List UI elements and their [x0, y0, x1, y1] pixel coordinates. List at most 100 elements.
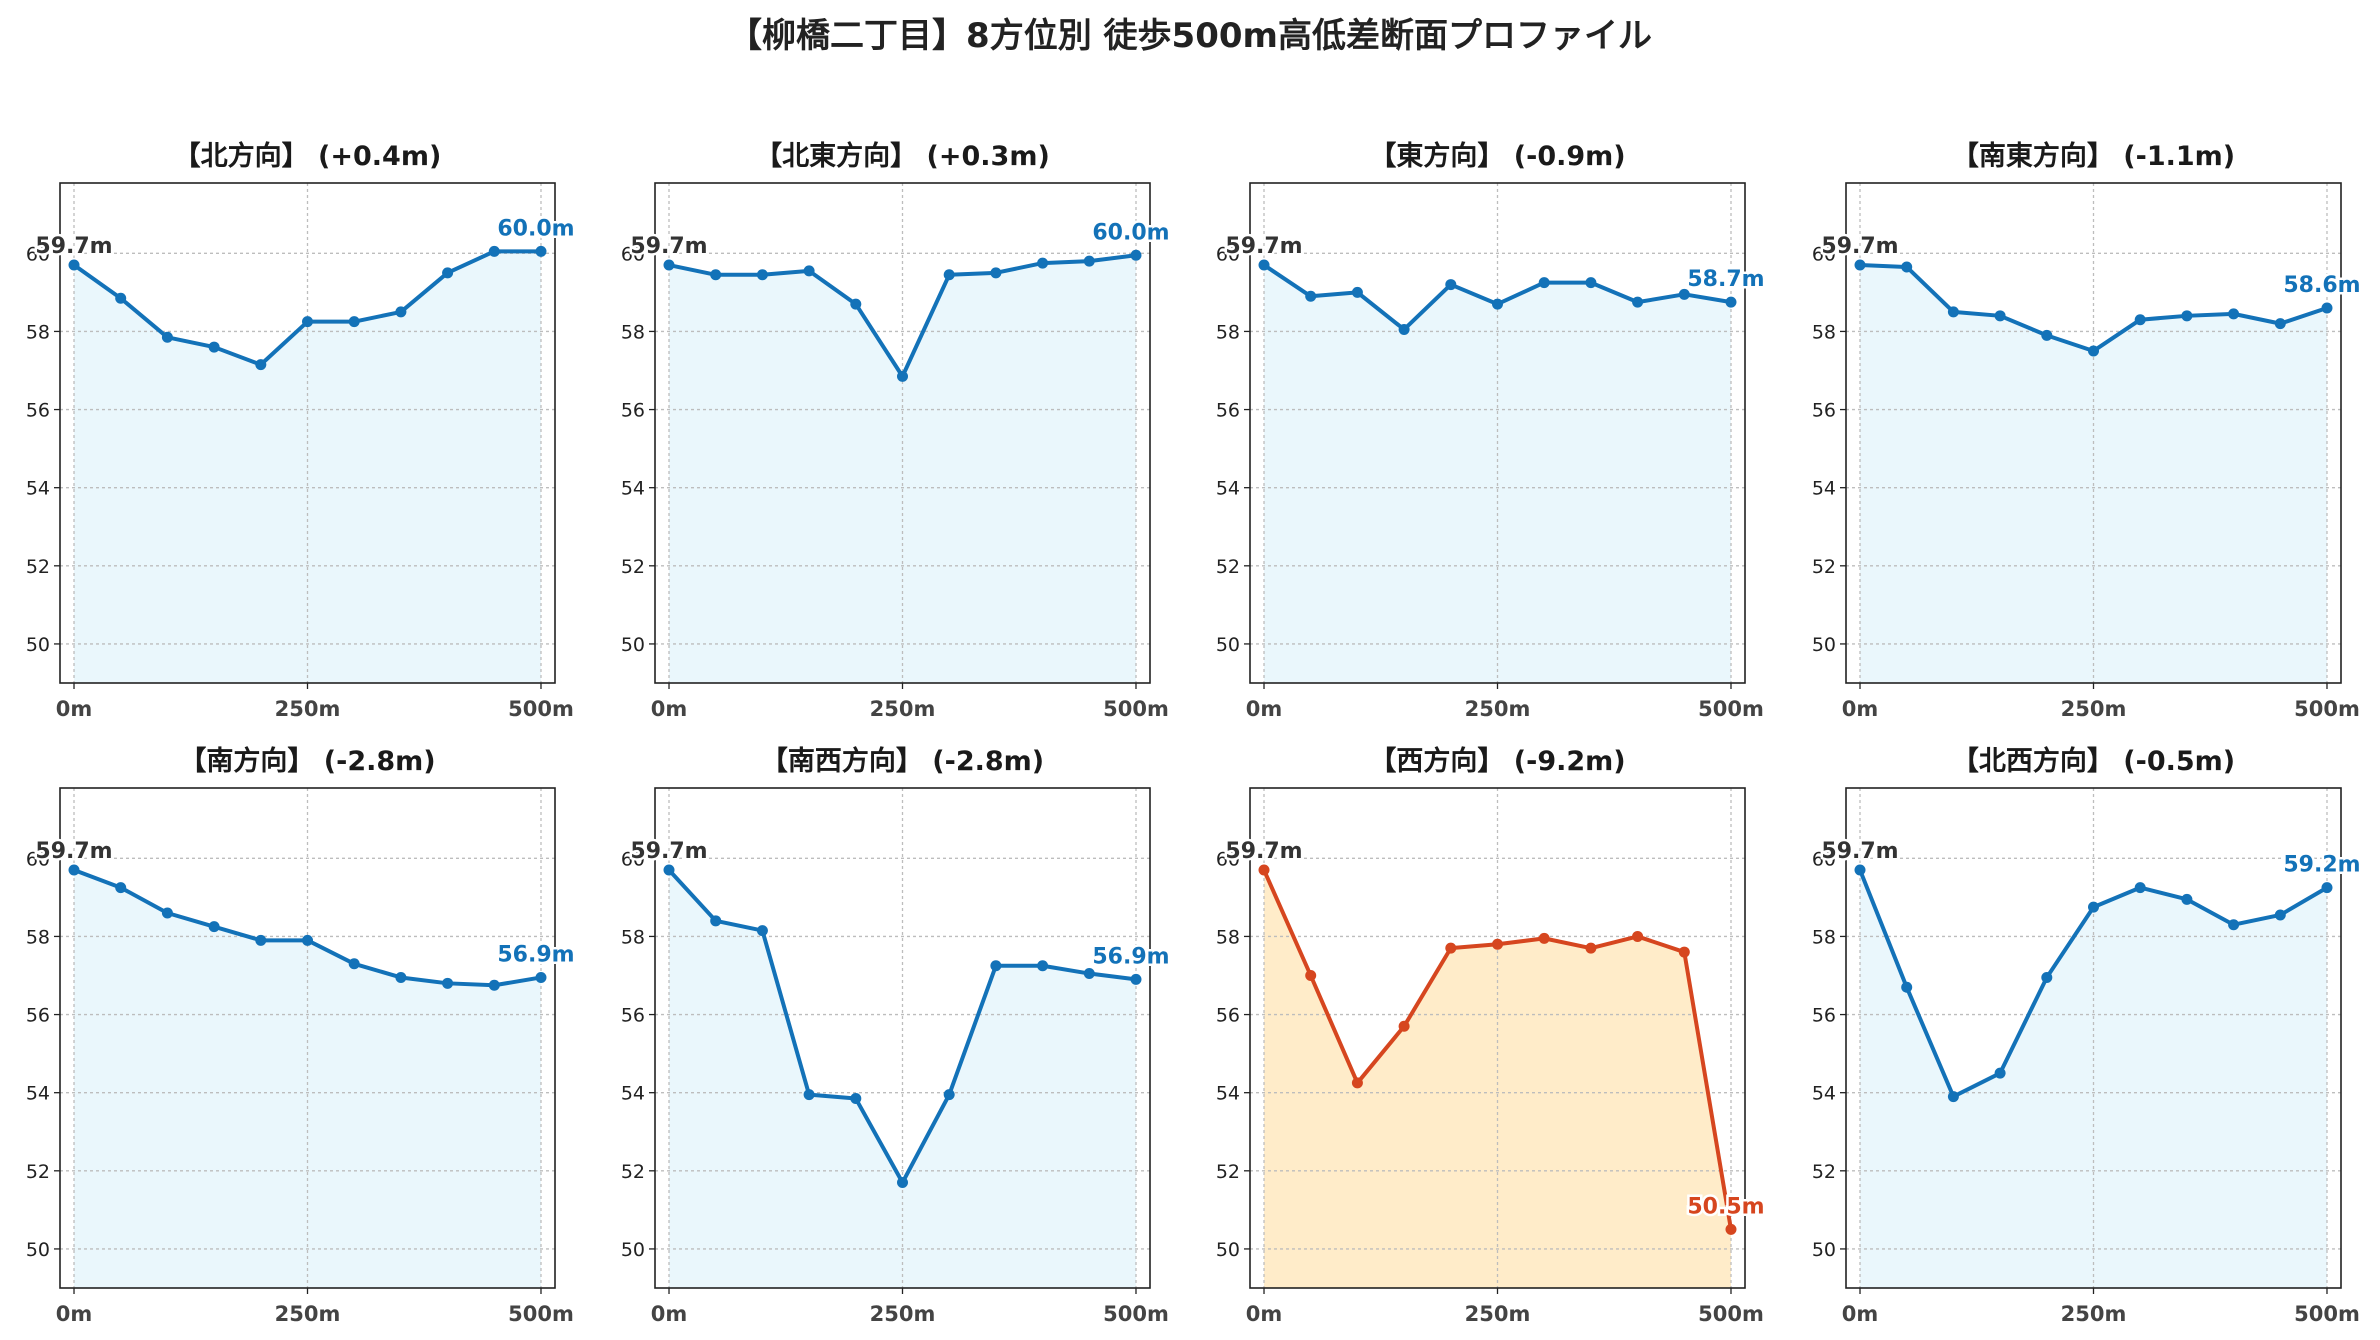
elevation-panel: 【南方向】 (-2.8m) 50 52 54 56 58 60 0m 250m 500m 59.7m… — [26, 745, 577, 1326]
elevation-point — [2041, 329, 2053, 341]
x-tick-label: 0m — [651, 1302, 688, 1326]
y-tick-label: 60 — [621, 243, 645, 265]
elevation-point — [1037, 257, 1049, 269]
elevation-point — [1398, 1020, 1410, 1032]
elevation-point — [535, 245, 547, 257]
elevation-point — [68, 864, 80, 876]
y-tick-label: 56 — [621, 1005, 645, 1027]
panel-title: 【南東方向】 (-1.1m) — [1952, 140, 2235, 172]
y-tick-label: 54 — [1216, 478, 1240, 500]
panel-title: 【南西方向】 (-2.8m) — [761, 745, 1044, 777]
y-tick-label: 56 — [1216, 1005, 1240, 1027]
elevation-fill-area — [1264, 870, 1731, 1288]
elevation-point — [850, 298, 862, 310]
end-elevation-label: 60.0m — [1092, 220, 1169, 245]
x-tick-label: 500m — [2294, 697, 2360, 721]
y-tick-label: 50 — [1216, 1239, 1240, 1261]
panel-title: 【北東方向】 (+0.3m) — [755, 140, 1050, 172]
x-tick-label: 250m — [2061, 1302, 2127, 1326]
y-tick-label: 52 — [1216, 556, 1240, 578]
y-tick-label: 58 — [621, 321, 645, 343]
y-tick-label: 54 — [26, 1083, 50, 1105]
elevation-point — [1445, 279, 1457, 291]
panel-title: 【南方向】 (-2.8m) — [179, 745, 435, 777]
elevation-point — [161, 331, 173, 343]
elevation-point — [2088, 345, 2099, 357]
elevation-fill-area — [1264, 265, 1731, 683]
y-tick-label: 60 — [1216, 243, 1240, 265]
x-tick-label: 0m — [56, 697, 93, 721]
elevation-point — [2274, 318, 2286, 330]
y-tick-label: 60 — [621, 848, 645, 870]
y-tick-label: 50 — [621, 1239, 645, 1261]
elevation-point — [1538, 932, 1550, 944]
elevation-point — [2181, 310, 2193, 322]
y-tick-label: 52 — [1216, 1161, 1240, 1183]
elevation-point — [850, 1093, 862, 1105]
elevation-point — [68, 259, 80, 271]
y-tick-label: 56 — [1812, 1005, 1836, 1027]
elevation-panel: 【東方向】 (-0.9m) 50 52 54 56 58 60 0m 250m 500m 59.7m… — [1216, 140, 1767, 721]
x-tick-label: 0m — [1842, 697, 1879, 721]
elevation-fill-area — [1860, 870, 2327, 1288]
panel-title: 【北西方向】 (-0.5m) — [1952, 745, 2235, 777]
y-tick-label: 56 — [621, 400, 645, 422]
panel-title: 【西方向】 (-9.2m) — [1369, 745, 1625, 777]
elevation-point — [2321, 302, 2333, 314]
elevation-point — [1083, 255, 1095, 267]
y-tick-label: 56 — [26, 400, 50, 422]
elevation-point — [1901, 981, 1913, 993]
elevation-point — [897, 1177, 908, 1189]
elevation-point — [990, 960, 1002, 972]
elevation-point — [943, 1089, 955, 1101]
y-tick-label: 58 — [1812, 321, 1836, 343]
elevation-fill-area — [669, 255, 1136, 683]
end-elevation-label: 56.9m — [497, 942, 574, 967]
elevation-point — [1947, 306, 1959, 318]
y-tick-label: 50 — [26, 1239, 50, 1261]
elevation-point — [1854, 259, 1866, 271]
x-tick-label: 500m — [1698, 697, 1764, 721]
y-tick-label: 52 — [621, 556, 645, 578]
elevation-point — [1854, 864, 1866, 876]
elevation-fill-area — [1860, 265, 2327, 683]
elevation-point — [208, 921, 220, 933]
elevation-point — [1445, 942, 1457, 954]
elevation-panel: 【北西方向】 (-0.5m) 50 52 54 56 58 60 0m 250m 500m 59.7… — [1812, 745, 2363, 1326]
x-tick-label: 250m — [275, 697, 341, 721]
panel-title: 【北方向】 (+0.4m) — [174, 140, 442, 172]
elevation-point — [1725, 1223, 1737, 1235]
x-tick-label: 500m — [1103, 697, 1169, 721]
end-elevation-label: 60.0m — [497, 216, 574, 241]
elevation-point — [897, 370, 908, 382]
elevation-point — [2228, 308, 2240, 320]
elevation-point — [710, 269, 722, 281]
elevation-panel: 【南東方向】 (-1.1m) 50 52 54 56 58 60 0m 250m 500m 59.7… — [1812, 140, 2363, 721]
y-tick-label: 58 — [1216, 321, 1240, 343]
elevation-point — [756, 269, 768, 281]
elevation-point — [1947, 1091, 1959, 1103]
elevation-point — [1994, 1067, 2006, 1079]
y-tick-label: 52 — [621, 1161, 645, 1183]
elevation-point — [943, 269, 955, 281]
y-tick-label: 60 — [1216, 848, 1240, 870]
elevation-point — [488, 245, 500, 257]
y-tick-label: 50 — [1216, 634, 1240, 656]
elevation-point — [1492, 298, 1503, 310]
y-tick-label: 52 — [1812, 1161, 1836, 1183]
chart-main-title: 【柳橋二丁目】8方位別 徒歩500m高低差断面プロファイル — [728, 16, 1652, 56]
elevation-point — [1901, 261, 1913, 273]
end-elevation-label: 56.9m — [1092, 944, 1169, 969]
elevation-point — [2321, 882, 2333, 894]
x-tick-label: 250m — [275, 1302, 341, 1326]
elevation-point — [255, 934, 267, 946]
x-tick-label: 250m — [2061, 697, 2127, 721]
start-elevation-label: 59.7m — [1821, 839, 1898, 864]
y-tick-label: 58 — [1216, 926, 1240, 948]
x-tick-label: 0m — [56, 1302, 93, 1326]
elevation-point — [756, 925, 768, 937]
elevation-point — [395, 306, 407, 318]
elevation-point — [1305, 970, 1317, 981]
y-tick-label: 54 — [26, 478, 50, 500]
